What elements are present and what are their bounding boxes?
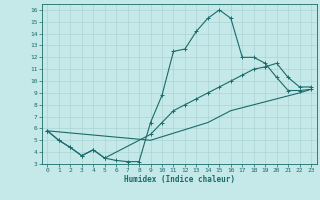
X-axis label: Humidex (Indice chaleur): Humidex (Indice chaleur) bbox=[124, 175, 235, 184]
